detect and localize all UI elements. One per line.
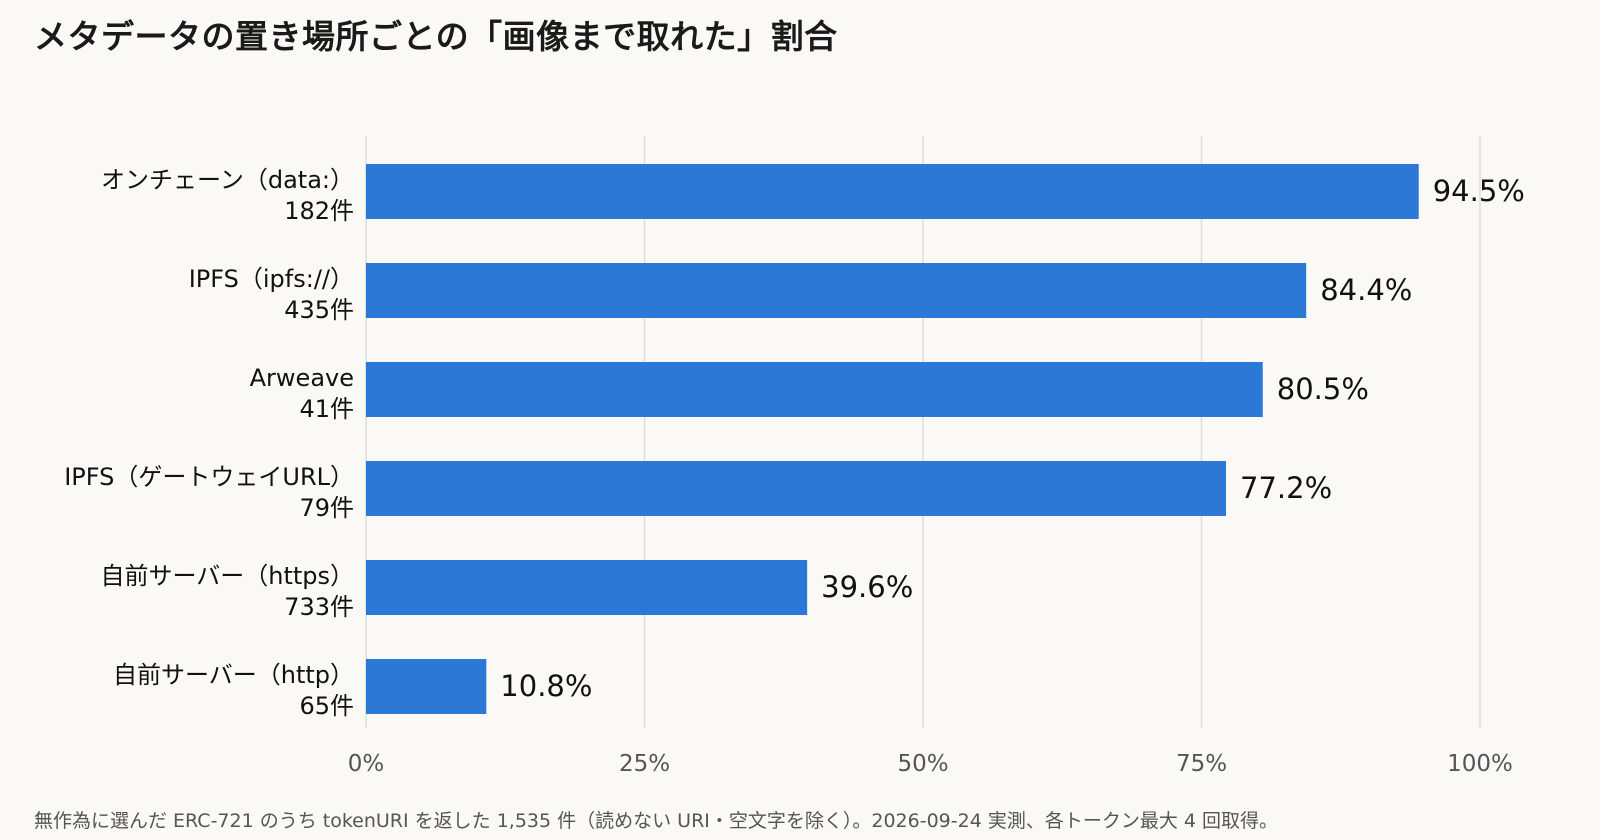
bar (366, 659, 487, 714)
chart-title: メタデータの置き場所ごとの「画像まで取れた」割合 (34, 17, 838, 56)
value-label: 80.5% (1277, 372, 1369, 406)
category-label: 自前サーバー（https） (100, 562, 354, 590)
value-label: 77.2% (1240, 471, 1332, 505)
category-count-label: 435件 (284, 296, 354, 324)
bar (366, 164, 1419, 219)
bar (366, 461, 1227, 516)
category-label: IPFS（ゲートウェイURL） (64, 463, 354, 491)
category-count-label: 79件 (299, 494, 354, 522)
x-tick-label: 0% (348, 751, 385, 777)
value-label: 10.8% (500, 669, 592, 703)
category-count-label: 41件 (299, 395, 354, 423)
x-tick-label: 25% (619, 751, 670, 777)
bar (366, 560, 808, 615)
value-label: 39.6% (821, 570, 913, 604)
bar (366, 263, 1307, 318)
x-tick-label: 50% (897, 751, 948, 777)
category-label: Arweave (250, 364, 354, 392)
value-label: 94.5% (1433, 174, 1525, 208)
category-count-label: 65件 (299, 692, 354, 720)
value-label: 84.4% (1320, 273, 1412, 307)
category-label: オンチェーン（data:） (101, 166, 354, 194)
category-label: IPFS（ipfs://） (189, 265, 354, 293)
category-count-label: 733件 (284, 593, 354, 621)
chart-footnote: 無作為に選んだ ERC-721 のうち tokenURI を返した 1,535 … (34, 810, 1279, 832)
x-tick-label: 75% (1176, 751, 1227, 777)
bar (366, 362, 1263, 417)
x-tick-label: 100% (1447, 751, 1513, 777)
category-label: 自前サーバー（http） (113, 661, 354, 689)
category-count-label: 182件 (284, 197, 354, 225)
